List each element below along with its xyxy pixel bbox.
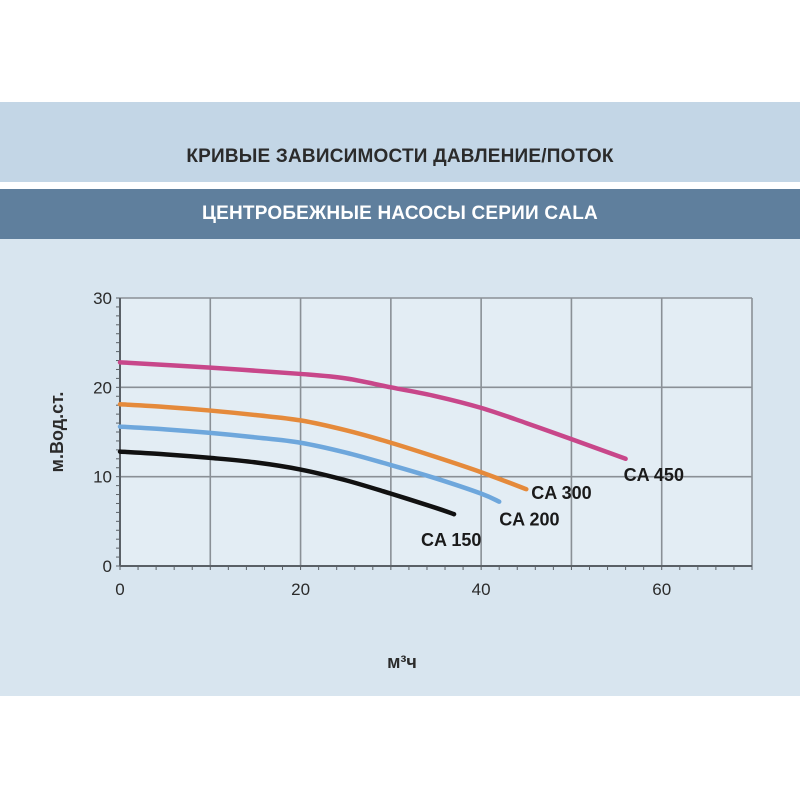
series-labels: CA 450 CA 300 CA 200 CA 150: [421, 465, 684, 550]
chart-grid: [119, 297, 753, 567]
series-line-ca-200: [117, 424, 502, 504]
series-label-ca-450: CA 450: [624, 465, 684, 485]
x-axis-label: м³ч: [387, 652, 417, 672]
y-axis-label: м.Вод.ст.: [47, 392, 67, 473]
chart-axes: [116, 297, 753, 570]
tick-labels: 0 20 40 60 0 10 20 30: [93, 289, 671, 599]
chart-subtitle: ЦЕНТРОБЕЖНЫЕ НАСОСЫ СЕРИИ CALA: [202, 203, 598, 224]
series-lines: [117, 360, 628, 517]
subheader-band: ЦЕНТРОБЕЖНЫЕ НАСОСЫ СЕРИИ CALA: [0, 189, 800, 239]
x-tick-label-0: 0: [115, 580, 124, 599]
header-band: КРИВЫЕ ЗАВИСИМОСТИ ДАВЛЕНИЕ/ПОТОК: [0, 102, 800, 182]
x-tick-label-20: 20: [291, 580, 310, 599]
y-tick-label-20: 20: [93, 378, 112, 397]
series-line-ca-450: [117, 360, 628, 462]
y-tick-label-0: 0: [103, 557, 112, 576]
plot-background: [120, 298, 752, 566]
y-tick-label-30: 30: [93, 289, 112, 308]
series-label-ca-150: CA 150: [421, 530, 481, 550]
series-label-ca-300: CA 300: [531, 483, 591, 503]
chart-title: КРИВЫЕ ЗАВИСИМОСТИ ДАВЛЕНИЕ/ПОТОК: [186, 146, 614, 167]
series-line-ca-300: [117, 402, 529, 492]
x-tick-label-60: 60: [652, 580, 671, 599]
x-tick-label-40: 40: [472, 580, 491, 599]
series-line-ca-150: [117, 449, 457, 517]
series-label-ca-200: CA 200: [499, 510, 559, 530]
y-tick-label-10: 10: [93, 468, 112, 487]
